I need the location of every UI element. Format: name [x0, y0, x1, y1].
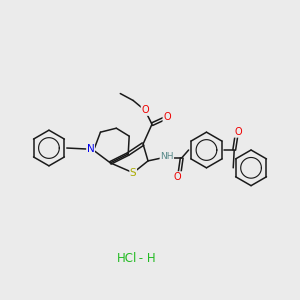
- Text: N: N: [87, 144, 94, 154]
- Text: O: O: [141, 105, 149, 116]
- Text: O: O: [174, 172, 182, 182]
- Text: - H: - H: [135, 253, 155, 266]
- Text: NH: NH: [160, 152, 174, 161]
- Text: HCl: HCl: [117, 253, 137, 266]
- Text: O: O: [234, 127, 242, 137]
- Text: O: O: [163, 112, 171, 122]
- Text: S: S: [130, 168, 136, 178]
